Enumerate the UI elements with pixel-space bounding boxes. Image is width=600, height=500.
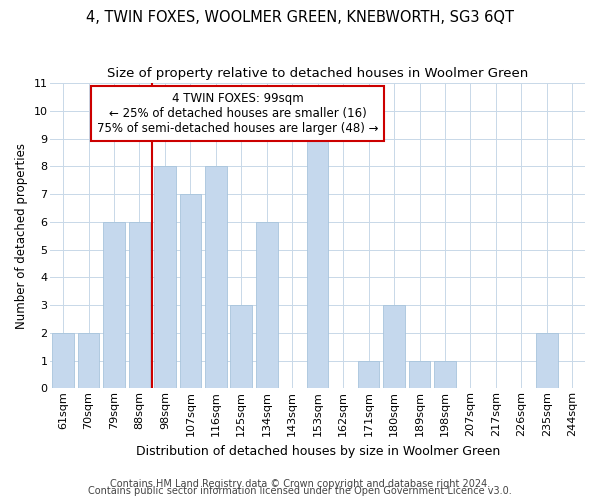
Bar xyxy=(154,166,176,388)
Text: Contains public sector information licensed under the Open Government Licence v3: Contains public sector information licen… xyxy=(88,486,512,496)
Bar xyxy=(409,360,430,388)
Title: Size of property relative to detached houses in Woolmer Green: Size of property relative to detached ho… xyxy=(107,68,528,80)
Bar xyxy=(205,166,227,388)
Bar xyxy=(307,138,328,388)
X-axis label: Distribution of detached houses by size in Woolmer Green: Distribution of detached houses by size … xyxy=(136,444,500,458)
Bar xyxy=(103,222,125,388)
Bar xyxy=(434,360,456,388)
Text: Contains HM Land Registry data © Crown copyright and database right 2024.: Contains HM Land Registry data © Crown c… xyxy=(110,479,490,489)
Text: 4 TWIN FOXES: 99sqm
← 25% of detached houses are smaller (16)
75% of semi-detach: 4 TWIN FOXES: 99sqm ← 25% of detached ho… xyxy=(97,92,378,135)
Bar xyxy=(179,194,201,388)
Bar xyxy=(358,360,379,388)
Bar xyxy=(536,333,557,388)
Bar xyxy=(52,333,74,388)
Bar xyxy=(383,305,405,388)
Bar xyxy=(230,305,252,388)
Bar xyxy=(78,333,100,388)
Bar xyxy=(128,222,150,388)
Bar xyxy=(256,222,278,388)
Y-axis label: Number of detached properties: Number of detached properties xyxy=(15,142,28,328)
Text: 4, TWIN FOXES, WOOLMER GREEN, KNEBWORTH, SG3 6QT: 4, TWIN FOXES, WOOLMER GREEN, KNEBWORTH,… xyxy=(86,10,514,25)
